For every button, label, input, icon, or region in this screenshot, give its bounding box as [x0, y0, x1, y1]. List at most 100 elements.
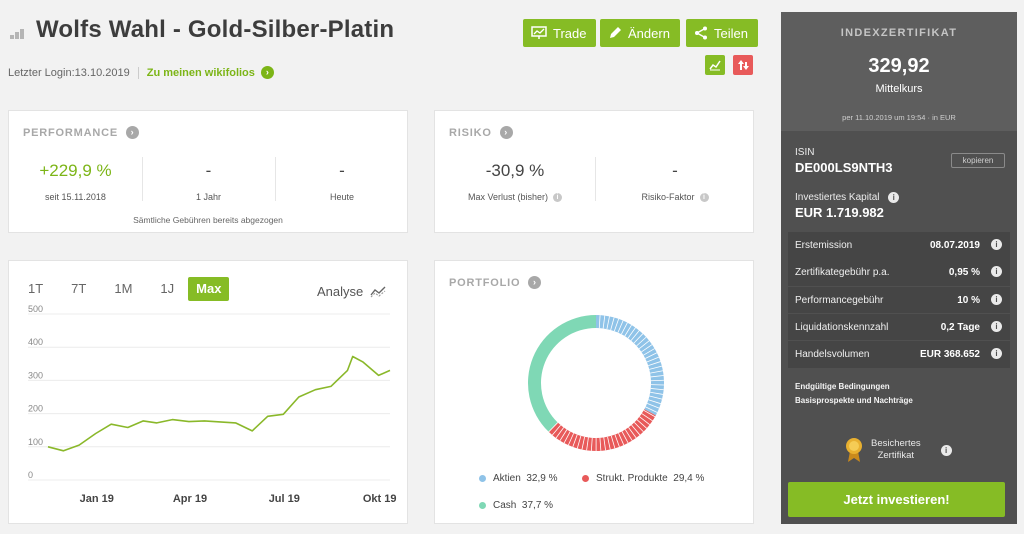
slice-divider [638, 340, 650, 350]
performance-title-text: PERFORMANCE [23, 126, 118, 139]
base-prospectus-link[interactable]: Basisprospekte und Nachträge [795, 396, 913, 405]
login-info: Letzter Login:13.10.2019 Zu meinen wikif… [8, 66, 274, 79]
risk-factor: - Risiko-Faktor i [595, 161, 755, 203]
slice-divider [646, 356, 660, 363]
seal-line-1: Besichertes [871, 438, 921, 449]
final-terms-link[interactable]: Endgültige Bedingungen [795, 382, 890, 391]
slice-divider [618, 433, 625, 446]
bar-chart-icon [10, 27, 28, 39]
my-wikifolios-link[interactable]: Zu meinen wikifolios [146, 66, 255, 79]
trade-button[interactable]: Trade [523, 19, 597, 47]
certificate-type: INDEXZERTIFIKAT [840, 27, 958, 39]
legend-value: 29,4 % [673, 473, 705, 484]
edit-label: Ändern [628, 25, 670, 41]
slice-divider [641, 344, 653, 353]
slice-divider [636, 419, 647, 429]
legend-value: 37,7 % [521, 500, 554, 511]
legend-cash: Cash 37,7 % [479, 500, 553, 511]
slice-divider [581, 436, 586, 450]
performance-since-start: +229,9 % seit 15.11.2018 [9, 161, 142, 202]
slice-divider [563, 431, 571, 444]
document-links: Endgültige Bedingungen Basisprospekte un… [795, 380, 913, 408]
slice-divider [634, 422, 644, 433]
info-icon[interactable]: i [553, 193, 563, 203]
fees-footnote: Sämtliche Gebühren bereits abgezogen [133, 215, 283, 225]
award-seal-icon [846, 438, 862, 462]
tab-1m[interactable]: 1M [114, 281, 133, 296]
slice-divider [645, 352, 658, 359]
info-icon[interactable]: i [991, 239, 1002, 250]
risk-title-text: RISIKO [449, 126, 492, 139]
x-tick-label: Okt 19 [363, 493, 397, 505]
info-icon[interactable]: i [991, 266, 1002, 278]
arrow-right-icon[interactable]: › [499, 126, 513, 139]
share-icon [695, 26, 707, 40]
share-button[interactable]: Teilen [686, 19, 758, 47]
legend-swatch [479, 502, 486, 509]
legend-strukt-produkte: Strukt. Produkte 29,4 % [582, 473, 704, 484]
info-icon[interactable]: i [991, 293, 1002, 305]
performance-card: PERFORMANCE › +229,9 % seit 15.11.2018 -… [8, 110, 408, 233]
donut-slice[interactable] [548, 409, 656, 451]
price-alert-button[interactable] [733, 55, 753, 75]
copy-button[interactable]: kopieren [951, 153, 1005, 168]
slice-divider [590, 437, 593, 451]
info-icon[interactable]: i [940, 444, 952, 456]
detail-key: Performancegebühr [795, 294, 884, 306]
portfolio-donut-chart[interactable] [524, 311, 668, 455]
info-icon[interactable]: i [991, 320, 1002, 332]
performance-line-chart[interactable]: 500 400 300 200 100 0 Jan 19 Apr 19 Jul 19 Okt 19 [8, 300, 408, 512]
metric-value: -30,9 % [485, 161, 545, 180]
portfolio-title: PORTFOLIO › [449, 276, 542, 289]
slice-divider [630, 330, 640, 341]
tab-1t[interactable]: 1T [28, 281, 44, 296]
detail-value: 08.07.2019 [929, 240, 980, 251]
slice-divider [572, 434, 578, 448]
x-tick-label: Jan 19 [80, 493, 114, 505]
tab-7t[interactable]: 7T [71, 281, 87, 296]
slice-divider [610, 317, 615, 331]
tab-max[interactable]: Max [188, 277, 230, 301]
legend-value: 32,9 % [526, 473, 558, 484]
info-icon[interactable]: i [991, 348, 1002, 360]
metric-label: Max Verlust (bisher) [467, 192, 549, 202]
detail-row-performance-fee: Performancegebühr 10 % i [788, 286, 1010, 314]
divider [137, 66, 139, 79]
portfolio-card: PORTFOLIO › [434, 260, 754, 524]
risk-card: RISIKO › -30,9 % Max Verlust (bisher) i -… [434, 110, 754, 233]
detail-value: 0,95 % [948, 267, 980, 279]
slice-divider [641, 413, 653, 422]
metric-value: +229,9 % [39, 161, 112, 180]
arrow-right-icon[interactable]: › [528, 276, 542, 289]
arrow-right-icon[interactable]: › [260, 66, 274, 79]
mid-price: 329,92 [868, 55, 930, 77]
donut-slice[interactable] [528, 315, 596, 432]
info-icon[interactable]: i [888, 192, 900, 203]
slice-divider [633, 333, 644, 344]
analysis-chart-icon [370, 286, 386, 297]
chart-trend-button[interactable] [705, 55, 725, 75]
invest-button[interactable]: Jetzt investieren! [788, 482, 1005, 517]
slice-divider [648, 399, 661, 405]
metric-label: Heute [329, 192, 355, 202]
legend-label: Cash [493, 500, 517, 511]
detail-row-liquidation: Liquidationskennzahl 0,2 Tage i [788, 313, 1010, 341]
detail-value: EUR 368.652 [919, 349, 980, 361]
share-label: Teilen [714, 25, 748, 41]
slice-divider [627, 327, 636, 339]
analyse-button[interactable]: Analyse [317, 284, 386, 299]
arrow-right-icon[interactable]: › [125, 126, 139, 139]
slice-divider [624, 324, 632, 337]
legend-aktien: Aktien 32,9 % [479, 473, 558, 484]
detail-key: Handelsvolumen [795, 349, 870, 361]
pencil-icon [610, 27, 621, 38]
edit-button[interactable]: Ändern [600, 19, 680, 47]
certificate-sidebar: INDEXZERTIFIKAT 329,92 Mittelkurs per 11… [781, 12, 1017, 524]
slice-divider [621, 431, 629, 444]
info-icon[interactable]: i [699, 193, 709, 203]
seal-line-2: Zertifikat [877, 450, 915, 461]
slice-divider [548, 422, 559, 433]
divider [595, 157, 596, 201]
donut-slice[interactable] [596, 315, 664, 416]
tab-1j[interactable]: 1J [160, 281, 175, 296]
